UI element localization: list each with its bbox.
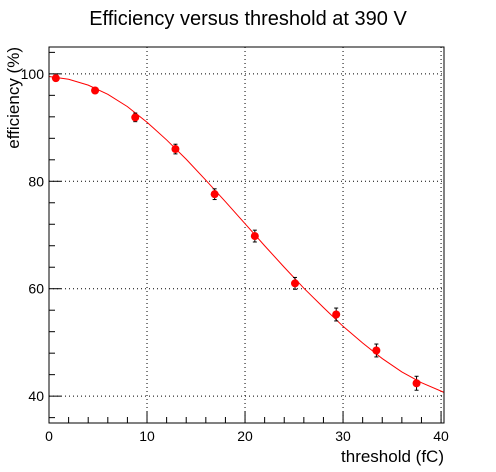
data-point <box>291 276 300 290</box>
y-axis-label: efficiency (%) <box>4 47 23 149</box>
data-point <box>51 74 60 83</box>
data-point <box>131 112 140 123</box>
x-tick-label: 30 <box>335 428 351 444</box>
y-tick-label: 100 <box>21 66 45 82</box>
data-point-marker <box>210 190 219 199</box>
data-point <box>372 343 381 358</box>
data-point-marker <box>131 113 140 122</box>
data-point <box>210 188 219 201</box>
data-point-marker <box>412 379 421 388</box>
data-point-marker <box>291 279 300 288</box>
chart-title: Efficiency versus threshold at 390 V <box>89 8 407 30</box>
grid <box>49 47 444 423</box>
data-point-marker <box>372 346 381 355</box>
data-point-marker <box>171 145 180 154</box>
x-tick-label: 10 <box>139 428 155 444</box>
data-point-marker <box>250 232 259 241</box>
y-tick-label: 80 <box>28 173 44 189</box>
x-axis-label: threshold (fC) <box>341 447 444 466</box>
data-point <box>250 229 259 243</box>
x-tick-label: 40 <box>433 428 449 444</box>
data-point-marker <box>91 86 100 95</box>
data-point <box>171 143 180 155</box>
fit-curve-group <box>48 76 445 393</box>
data-point <box>91 86 100 95</box>
data-point <box>332 307 341 322</box>
y-tick-label: 60 <box>28 281 44 297</box>
plot-frame <box>48 46 445 424</box>
fit-curve <box>48 76 445 393</box>
data-points-group <box>51 74 421 391</box>
data-point <box>412 375 421 391</box>
data-point-marker <box>332 310 341 319</box>
data-point-marker <box>51 74 60 83</box>
axes-group: 0 10 20 30 40 40 60 80 100 <box>21 51 449 444</box>
y-tick-label: 40 <box>28 388 44 404</box>
x-tick-label: 20 <box>237 428 253 444</box>
x-tick-label: 0 <box>45 428 53 444</box>
